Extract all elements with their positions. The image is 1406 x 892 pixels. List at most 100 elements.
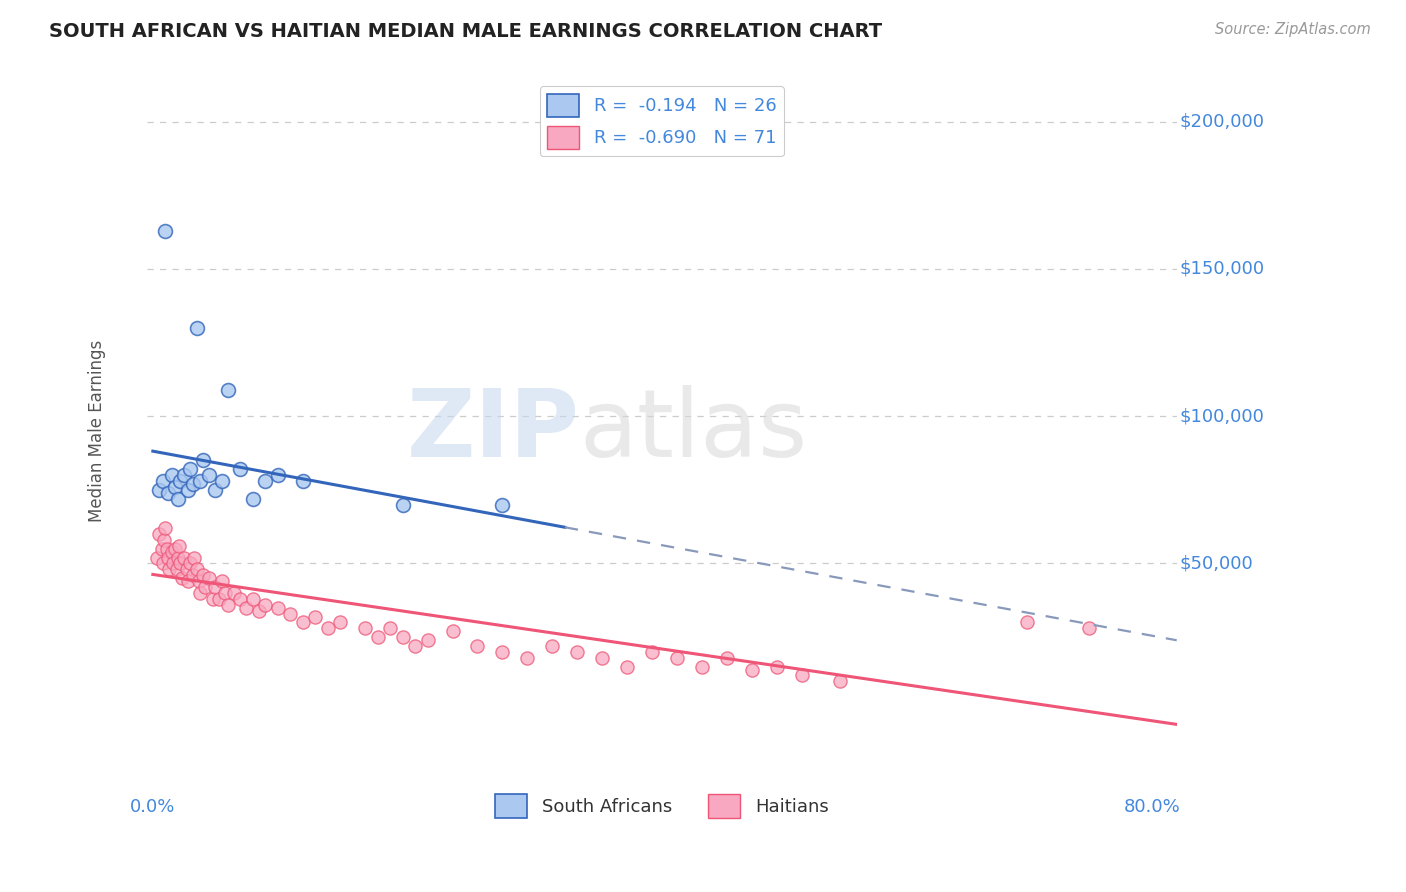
Point [188, 574, 211, 589]
Point [173, 550, 195, 565]
Point [169, 557, 191, 571]
Point [183, 550, 205, 565]
Point [391, 498, 413, 512]
Point [162, 557, 184, 571]
Text: $150,000: $150,000 [1180, 260, 1264, 278]
Point [186, 562, 208, 576]
Point [666, 650, 689, 665]
Point [690, 659, 713, 673]
Point [541, 639, 564, 653]
Point [354, 621, 377, 635]
Point [179, 557, 201, 571]
Point [254, 474, 277, 488]
Point [217, 383, 239, 397]
Point [191, 568, 214, 582]
Point [165, 541, 187, 556]
Point [191, 453, 214, 467]
Point [247, 604, 270, 618]
Point [329, 615, 352, 630]
Point [267, 468, 290, 483]
Point [148, 483, 170, 497]
Point [176, 562, 198, 576]
Point [716, 650, 738, 665]
Point [177, 574, 200, 589]
Point [152, 474, 174, 488]
Point [165, 480, 187, 494]
Point [188, 586, 211, 600]
Legend: South Africans, Haitians: South Africans, Haitians [488, 788, 837, 825]
Point [242, 491, 264, 506]
Point [155, 224, 177, 238]
Point [150, 541, 173, 556]
Text: $50,000: $50,000 [1180, 555, 1253, 573]
Point [177, 483, 200, 497]
Point [316, 621, 339, 635]
Point [441, 624, 464, 639]
Text: ZIP: ZIP [406, 385, 579, 477]
Point [641, 645, 664, 659]
Point [222, 586, 245, 600]
Point [166, 550, 188, 565]
Point [291, 474, 314, 488]
Point [211, 574, 233, 589]
Point [766, 659, 789, 673]
Point [160, 545, 183, 559]
Point [229, 591, 252, 606]
Point [188, 474, 211, 488]
Point [741, 663, 763, 677]
Text: $200,000: $200,000 [1180, 112, 1264, 130]
Point [1015, 615, 1038, 630]
Point [616, 659, 638, 673]
Point [211, 474, 233, 488]
Text: $100,000: $100,000 [1180, 408, 1264, 425]
Point [198, 571, 221, 585]
Text: atlas: atlas [579, 385, 807, 477]
Point [186, 321, 208, 335]
Point [217, 598, 239, 612]
Point [367, 630, 389, 644]
Point [404, 639, 426, 653]
Point [179, 462, 201, 476]
Point [229, 462, 252, 476]
Point [591, 650, 613, 665]
Point [416, 633, 439, 648]
Point [166, 562, 188, 576]
Point [152, 557, 174, 571]
Point [181, 568, 204, 582]
Point [278, 607, 301, 621]
Point [160, 468, 183, 483]
Point [204, 580, 226, 594]
Point [204, 483, 226, 497]
Point [828, 674, 851, 689]
Point [181, 477, 204, 491]
Point [391, 630, 413, 644]
Point [167, 539, 190, 553]
Point [235, 600, 257, 615]
Point [304, 609, 326, 624]
Point [1078, 621, 1101, 635]
Point [169, 474, 191, 488]
Point [254, 598, 277, 612]
Point [170, 571, 193, 585]
Point [491, 645, 513, 659]
Point [148, 527, 170, 541]
Point [516, 650, 538, 665]
Point [198, 468, 221, 483]
Point [156, 550, 179, 565]
Point [155, 521, 177, 535]
Point [214, 586, 236, 600]
Point [242, 591, 264, 606]
Point [157, 562, 180, 576]
Point [201, 591, 224, 606]
Point [145, 550, 167, 565]
Point [467, 639, 489, 653]
Point [291, 615, 314, 630]
Point [156, 485, 179, 500]
Point [567, 645, 589, 659]
Point [790, 668, 813, 682]
Text: SOUTH AFRICAN VS HAITIAN MEDIAN MALE EARNINGS CORRELATION CHART: SOUTH AFRICAN VS HAITIAN MEDIAN MALE EAR… [49, 22, 883, 41]
Point [491, 498, 513, 512]
Point [166, 491, 188, 506]
Point [155, 541, 177, 556]
Text: Median Male Earnings: Median Male Earnings [89, 340, 107, 522]
